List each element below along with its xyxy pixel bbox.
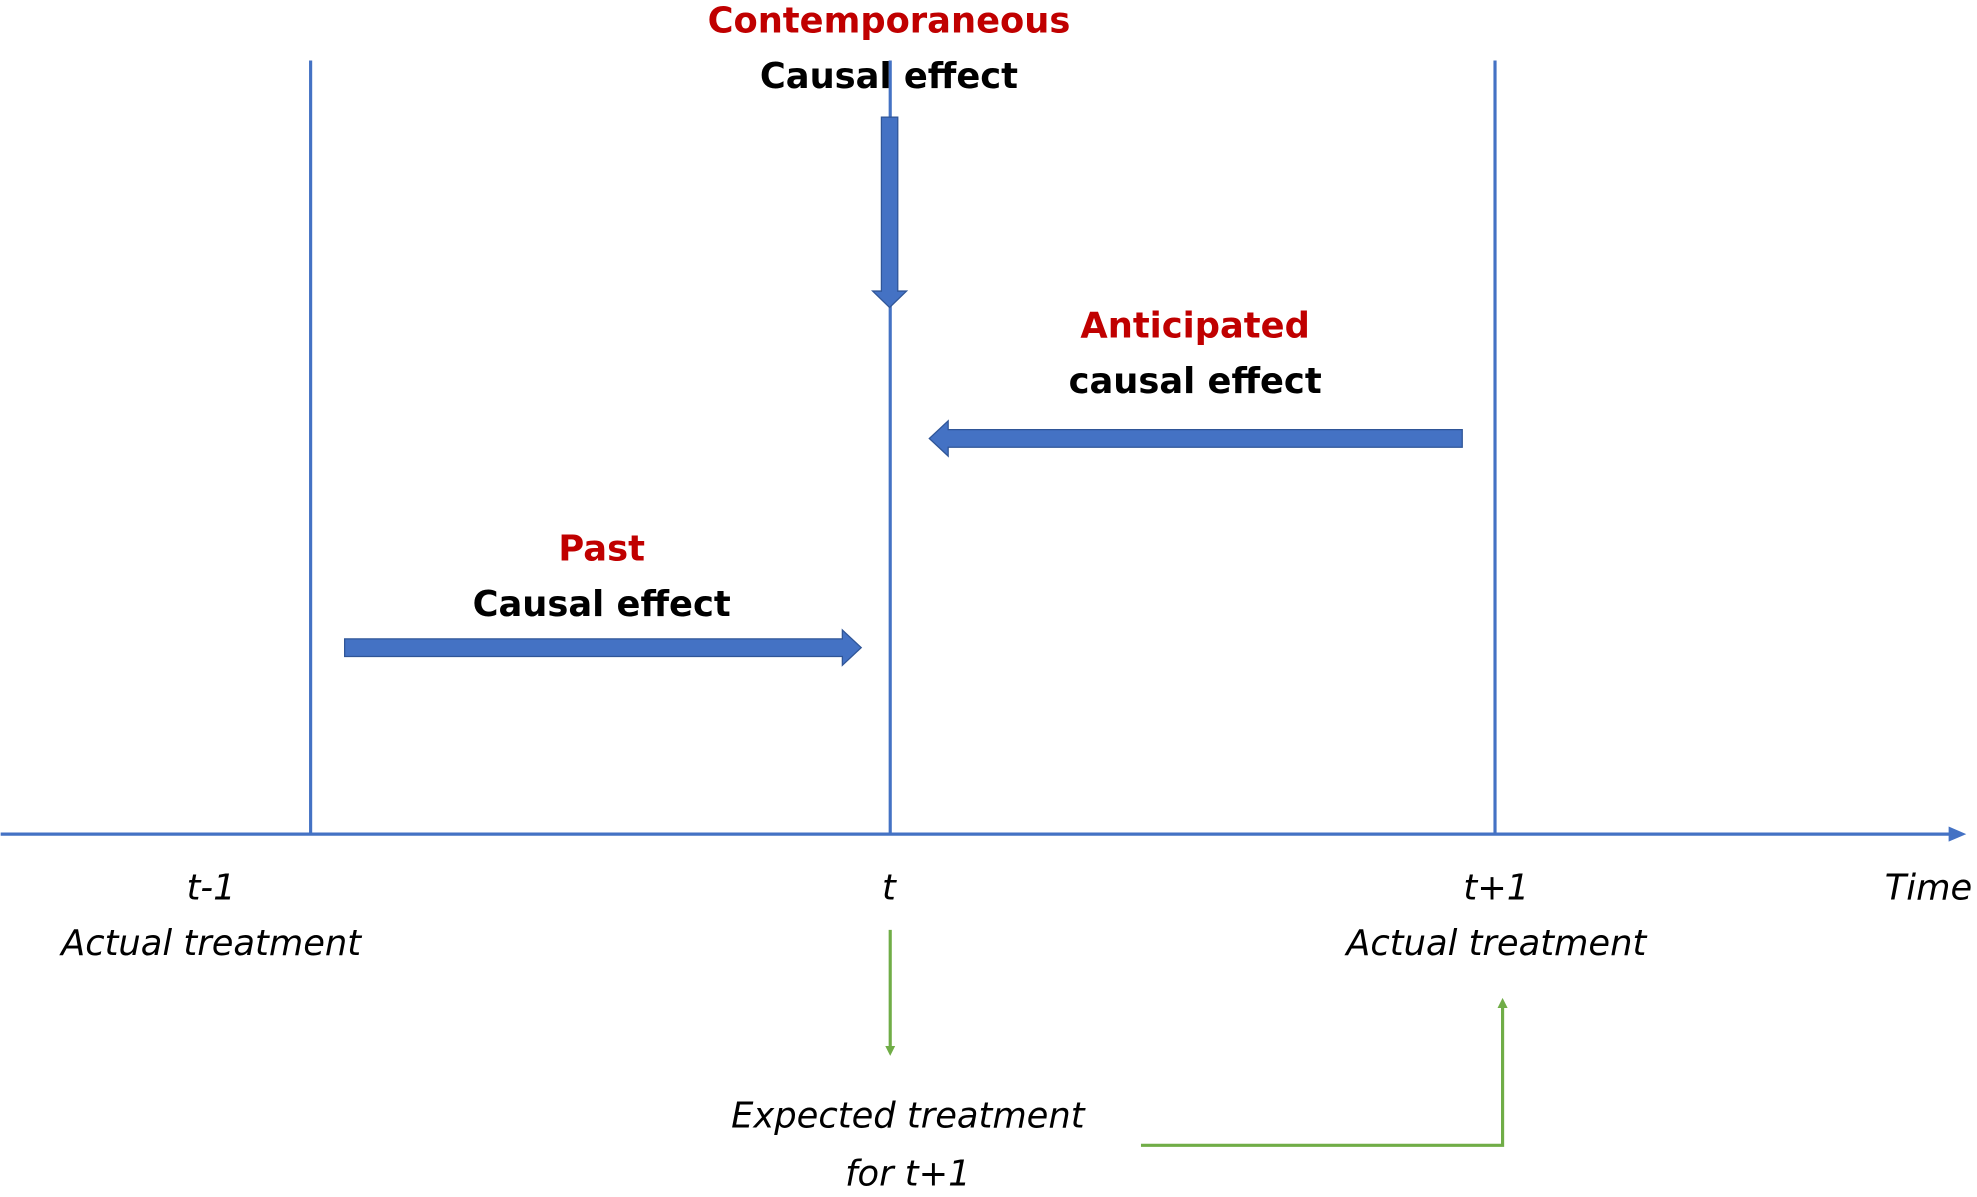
past-arrow bbox=[344, 628, 863, 667]
realization-arrow bbox=[1140, 997, 1508, 1147]
axis-label: Time bbox=[1885, 868, 1972, 909]
tick-label: t bbox=[882, 868, 897, 909]
tick-label: t-1 bbox=[187, 868, 236, 909]
expected-sublabel: for t+1 bbox=[845, 1154, 971, 1195]
effect-qualifier: Anticipated bbox=[1080, 306, 1309, 347]
effect-label: Causal effect bbox=[473, 584, 731, 625]
contemporaneous-arrow bbox=[871, 116, 909, 309]
tick-label: t+1 bbox=[1463, 868, 1529, 909]
tick-caption: Actual treatment bbox=[1344, 923, 1647, 964]
effect-label: causal effect bbox=[1069, 361, 1322, 402]
effect-arrows bbox=[344, 116, 1463, 667]
axis-arrowhead bbox=[1948, 826, 1967, 842]
tick-caption: Actual treatment bbox=[59, 923, 362, 964]
expected-label: Expected treatment bbox=[731, 1096, 1086, 1137]
effect-qualifier: Contemporaneous bbox=[708, 1, 1071, 42]
effect-qualifier: Past bbox=[558, 529, 645, 570]
effect-label: Causal effect bbox=[760, 56, 1018, 97]
anticipated-arrow bbox=[928, 419, 1463, 458]
expectation-arrows bbox=[885, 929, 1508, 1147]
